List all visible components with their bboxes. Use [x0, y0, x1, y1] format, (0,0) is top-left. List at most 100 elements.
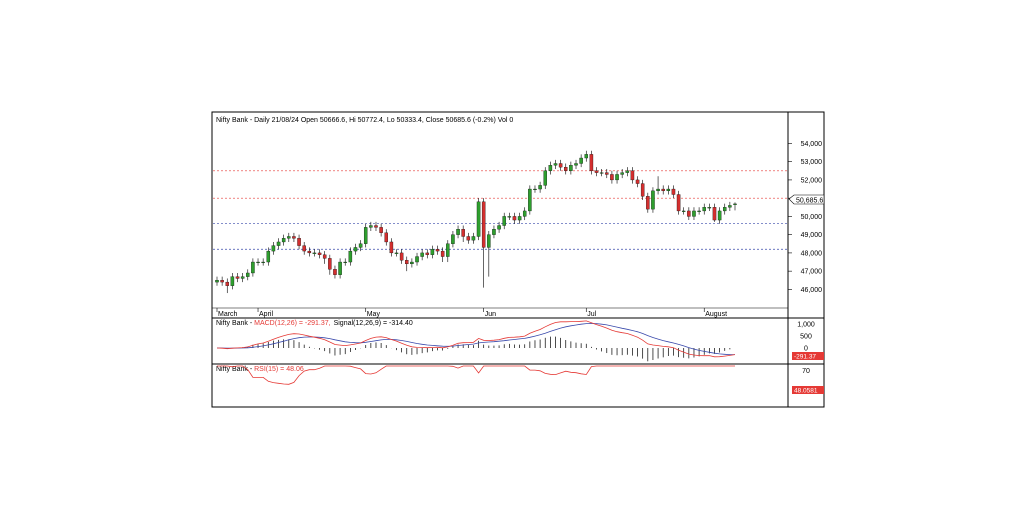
time-tick-label-4: Jul: [587, 311, 596, 318]
candle-48: [461, 225, 465, 242]
candle-29: [363, 223, 368, 248]
candle-27: [353, 243, 358, 255]
candle-body-27: [353, 247, 358, 252]
candle-13: [281, 234, 286, 246]
last-price-box: [788, 194, 825, 205]
candle-body-14: [287, 236, 291, 239]
candle-body-2: [225, 281, 230, 286]
candle-body-8: [256, 261, 260, 263]
last-price-marker: 50,685.6: [788, 194, 825, 205]
candle-12: [276, 238, 281, 250]
candle-92: [687, 207, 691, 221]
rsi-legend-prefix: Nifty Bank -: [216, 366, 254, 373]
candle-body-31: [374, 225, 378, 228]
candle-98: [717, 207, 722, 224]
candle-body-37: [405, 260, 409, 265]
candle-75: [599, 168, 604, 177]
candle-body-100: [728, 205, 732, 208]
price-tick-label-5: 49,000: [801, 232, 823, 239]
candle-body-12: [276, 241, 281, 246]
candle-65: [548, 161, 553, 175]
candle-body-11: [271, 245, 276, 252]
candle-43: [435, 245, 440, 255]
candle-21: [322, 251, 327, 264]
candle-99: [722, 203, 727, 215]
candle-body-1: [220, 280, 224, 283]
candle-body-0: [215, 280, 219, 283]
candle-body-97: [712, 207, 717, 221]
candle-88: [666, 185, 671, 195]
candle-body-28: [358, 243, 363, 248]
candlestick-series: [215, 150, 737, 294]
candle-body-95: [702, 207, 706, 212]
candle-body-58: [512, 216, 517, 221]
price-tick-label-2: 52,000: [801, 177, 823, 184]
candle-95: [702, 203, 706, 215]
time-tick-label-5: August: [705, 311, 727, 318]
candle-24: [338, 258, 342, 279]
price-tick-label-1: 53,000: [801, 159, 823, 166]
candle-body-70: [574, 163, 578, 166]
time-tick-label-2: May: [367, 311, 381, 318]
candle-38: [410, 258, 414, 268]
price-panel-title: Nifty Bank - Daily 21/08/24 Open 50666.6…: [216, 117, 513, 124]
candle-58: [512, 212, 517, 224]
macd-line: [216, 320, 736, 358]
candle-7: [251, 258, 255, 277]
candle-body-89: [671, 188, 676, 195]
candle-17: [302, 241, 306, 255]
candle-body-86: [656, 188, 660, 192]
candle-body-18: [307, 250, 312, 254]
candle-50: [471, 232, 476, 244]
candle-30: [369, 221, 373, 232]
candle-body-16: [297, 238, 301, 246]
candle-47: [456, 225, 460, 239]
candle-body-98: [717, 210, 722, 221]
candle-body-90: [676, 194, 681, 212]
candle-85: [651, 187, 655, 213]
candle-body-56: [502, 216, 506, 226]
candle-67: [558, 159, 563, 171]
candle-80: [625, 167, 630, 177]
candle-body-4: [235, 276, 240, 279]
candle-26: [348, 247, 353, 266]
candle-60: [522, 207, 527, 221]
candle-68: [564, 163, 568, 175]
candle-body-26: [348, 250, 353, 263]
candle-93: [692, 207, 696, 221]
candle-55: [497, 221, 501, 233]
candle-32: [379, 223, 383, 237]
candle-body-62: [533, 188, 537, 190]
candle-body-39: [415, 256, 419, 263]
candle-body-93: [692, 210, 696, 217]
macd-legend-signal: Signal(12,26,9) = -314.40: [334, 320, 413, 327]
candle-body-83: [640, 183, 645, 197]
candle-51: [476, 198, 481, 241]
candle-63: [538, 181, 542, 193]
candle-82: [635, 176, 640, 188]
candle-97: [712, 203, 717, 222]
candle-53: [487, 231, 491, 277]
candle-body-101: [733, 203, 737, 205]
candle-body-65: [548, 165, 553, 171]
candle-79: [620, 168, 624, 179]
candle-body-25: [343, 261, 347, 263]
candle-1: [220, 276, 224, 286]
candle-body-79: [620, 172, 624, 175]
candle-body-30: [369, 225, 373, 228]
candle-body-55: [497, 225, 501, 230]
candle-73: [589, 150, 594, 175]
chart-border: [211, 111, 825, 408]
macd-histogram: [221, 336, 736, 362]
candle-96: [707, 203, 712, 211]
candle-body-54: [492, 229, 496, 235]
candle-body-17: [302, 245, 306, 252]
time-tick-label-0: March: [218, 311, 238, 318]
candle-body-63: [538, 185, 542, 190]
candle-body-60: [522, 210, 527, 217]
candle-44: [440, 247, 445, 263]
time-x-axis: March April May Jun Jul August: [216, 308, 727, 318]
candle-8: [256, 258, 260, 266]
candle-body-32: [379, 227, 383, 233]
